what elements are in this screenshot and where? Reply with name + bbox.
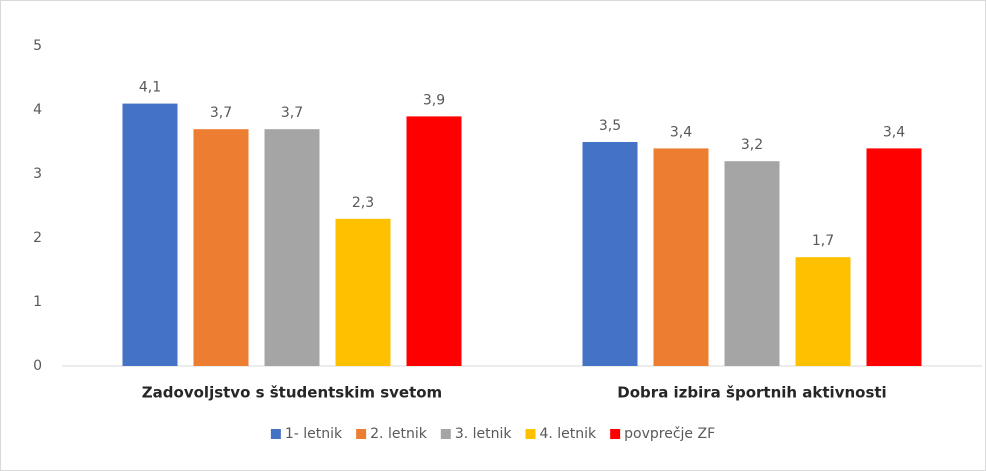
legend-swatch: [356, 429, 367, 439]
data-label: 1,7: [812, 233, 834, 249]
y-tick-label: 3: [33, 166, 42, 182]
legend-label: povprečje ZF: [624, 426, 715, 442]
bar: [264, 129, 320, 366]
legend-label: 3. letnik: [455, 426, 513, 442]
bar: [193, 129, 249, 366]
bar: [866, 148, 922, 366]
bar: [406, 116, 462, 367]
bar: [724, 161, 780, 366]
legend-swatch: [270, 429, 281, 439]
data-label: 2,3: [352, 195, 374, 211]
data-label: 3,2: [741, 137, 763, 153]
legend-swatch: [610, 429, 621, 439]
data-label: 3,9: [423, 92, 445, 108]
y-tick-label: 0: [33, 358, 42, 374]
data-label: 3,5: [599, 118, 621, 134]
legend-label: 2. letnik: [370, 426, 428, 442]
data-label: 3,4: [670, 124, 692, 140]
y-tick-label: 2: [33, 230, 42, 246]
bar: [653, 148, 709, 366]
data-label: 3,7: [281, 105, 303, 121]
y-tick-label: 4: [33, 102, 42, 118]
legend-label: 1- letnik: [285, 426, 343, 442]
bar: [122, 103, 178, 366]
y-tick-label: 1: [33, 294, 42, 310]
x-tick-label: Dobra izbira športnih aktivnosti: [617, 384, 886, 402]
data-label: 4,1: [139, 80, 161, 96]
bar: [582, 142, 638, 366]
data-label: 3,7: [210, 105, 232, 121]
legend-label: 4. letnik: [539, 426, 597, 442]
bar: [795, 257, 851, 366]
legend-swatch: [440, 429, 451, 439]
y-tick-label: 5: [33, 38, 42, 54]
x-tick-label: Zadovoljstvo s študentskim svetom: [142, 384, 442, 402]
legend-swatch: [525, 429, 536, 439]
bar: [335, 218, 391, 366]
data-label: 3,4: [883, 124, 905, 140]
